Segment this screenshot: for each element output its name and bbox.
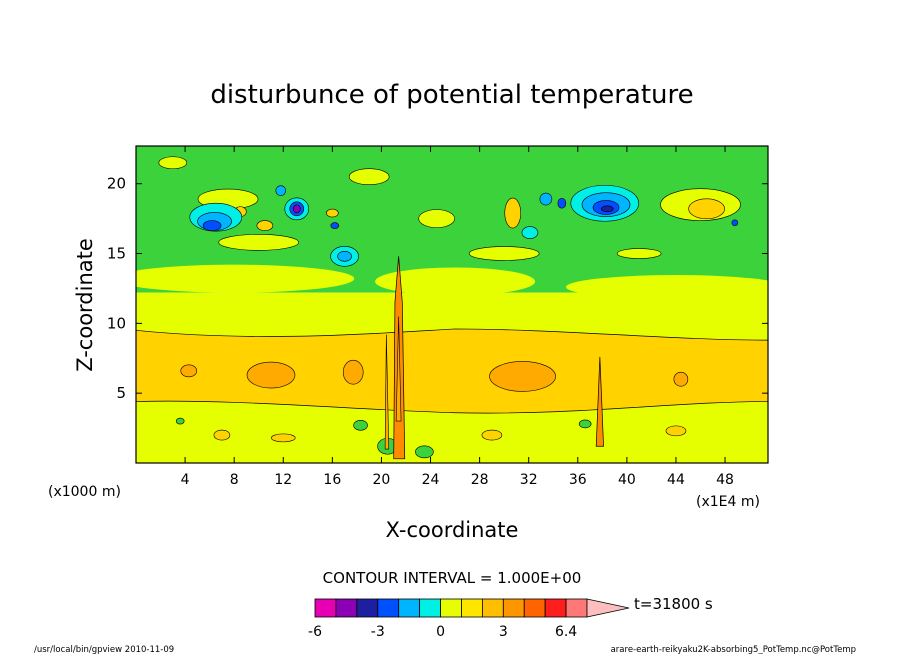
- x-tick-label: 20: [373, 472, 391, 488]
- footer-left: /usr/local/bin/gpview 2010-11-09: [34, 645, 174, 654]
- x-unit-label-right: (x1E4 m): [696, 494, 760, 510]
- x-axis: 4 8 12 16 20 24 28 32 36 40 44 48: [181, 146, 734, 488]
- colorbar-swatch: [481, 598, 504, 618]
- upper-pos-2: [504, 197, 522, 229]
- time-label: t=31800 s: [634, 595, 713, 613]
- neg6-cell-2: [292, 204, 301, 214]
- positive-band: [136, 328, 768, 414]
- neg4-cell-1: [202, 220, 222, 231]
- colorbar-swatch: [544, 598, 567, 618]
- neg1-surface-1: [353, 419, 368, 431]
- neg3-cell-3: [337, 251, 352, 262]
- colorbar-swatch: [377, 598, 400, 618]
- upper-zero-8: [158, 156, 188, 170]
- pos2-cell-5: [180, 364, 198, 378]
- y-axis: 5 10 15 20: [107, 175, 768, 402]
- x-tick-label: 4: [181, 472, 190, 488]
- neg3-cell-5: [539, 192, 553, 206]
- x-tick-label: 36: [569, 472, 587, 488]
- surface-cell-4: [665, 425, 687, 437]
- colorbar-swatch: [523, 598, 546, 618]
- colorbar-arrow: [586, 598, 630, 618]
- neg5-cell-4: [600, 205, 614, 213]
- x-tick-label: 48: [716, 472, 734, 488]
- neg3-cell-7: [275, 185, 287, 196]
- colorbar-tick-label: 0: [436, 624, 445, 640]
- surface-cell-3: [481, 429, 503, 441]
- surface-cell-1: [213, 429, 231, 441]
- upper-pos-5: [326, 208, 339, 218]
- x-axis-label: X-coordinate: [386, 518, 519, 542]
- neg1-surface-3: [415, 445, 434, 459]
- colorbar-tick-label: -3: [371, 624, 385, 640]
- plot-area: [135, 145, 769, 464]
- neg4-cell-8: [330, 222, 340, 229]
- chart-title: disturbunce of potential temperature: [210, 80, 693, 110]
- zero-band-left: [136, 264, 355, 293]
- upper-zero-5: [468, 246, 540, 261]
- upper-zero-3: [418, 209, 455, 228]
- pos2-cell-1: [246, 361, 296, 389]
- zero-band-right: [565, 275, 768, 300]
- colorbar-swatch: [356, 598, 379, 618]
- colorbar-swatch: [398, 598, 421, 618]
- surface-cell-2: [270, 433, 296, 443]
- pos2-cell-2: [489, 361, 556, 392]
- colorbar-tick-label: 3: [499, 624, 508, 640]
- y-tick-label: 5: [116, 384, 126, 402]
- x-tick-label: 44: [667, 472, 685, 488]
- neg2-cell-6: [521, 226, 539, 239]
- neg1-surface-5: [175, 417, 185, 425]
- y-axis-label: Z-coordinate: [73, 238, 97, 372]
- colorbar: [314, 598, 630, 618]
- pos2-cell-3: [342, 359, 364, 385]
- neg4-cell-5: [557, 197, 567, 209]
- colorbar-swatch: [314, 598, 337, 618]
- x-tick-label: 12: [274, 472, 292, 488]
- upper-zero-6: [616, 248, 662, 259]
- upper-zero-7: [348, 168, 390, 186]
- y-tick-label: 15: [107, 245, 126, 263]
- plot-frame: [135, 145, 769, 464]
- upper-pos-4: [256, 220, 274, 231]
- colorbar-swatch: [335, 598, 358, 618]
- x-tick-label: 40: [618, 472, 636, 488]
- colorbar-tick-label: -6: [308, 624, 322, 640]
- colorbar-swatch: [440, 598, 462, 618]
- x-tick-label: 8: [230, 472, 239, 488]
- zero-band-center: [375, 267, 536, 296]
- contour-interval-text: CONTOUR INTERVAL = 1.000E+00: [323, 569, 582, 587]
- jet-side-1: [384, 334, 390, 450]
- x-tick-label: 32: [520, 472, 538, 488]
- pos2-cell-4: [673, 371, 689, 387]
- x-tick-label: 16: [323, 472, 341, 488]
- y-tick-label: 10: [107, 314, 126, 332]
- y-tick-label: 20: [107, 175, 126, 193]
- x-tick-label: 24: [422, 472, 440, 488]
- x-unit-label-left: (x1000 m): [48, 484, 121, 500]
- colorbar-tick-label: 6.4: [555, 624, 577, 640]
- upper-pos-1: [688, 198, 725, 220]
- colorbar-ticks: -6 -3 0 3 6.4: [308, 624, 577, 640]
- neg1-surface-4: [578, 419, 592, 429]
- colorbar-swatch: [502, 598, 525, 618]
- x-tick-label: 28: [471, 472, 489, 488]
- colorbar-swatch: [565, 598, 588, 618]
- footer-right: arare-earth-reikyaku2K-absorbing5_PotTem…: [611, 645, 856, 654]
- jet-core-2: [595, 356, 604, 447]
- upper-zero-2: [218, 234, 300, 251]
- jet-inner-1: [395, 316, 402, 422]
- colorbar-swatch: [419, 598, 441, 618]
- colorbar-swatch: [461, 598, 483, 618]
- neg4-cell-9: [731, 219, 739, 227]
